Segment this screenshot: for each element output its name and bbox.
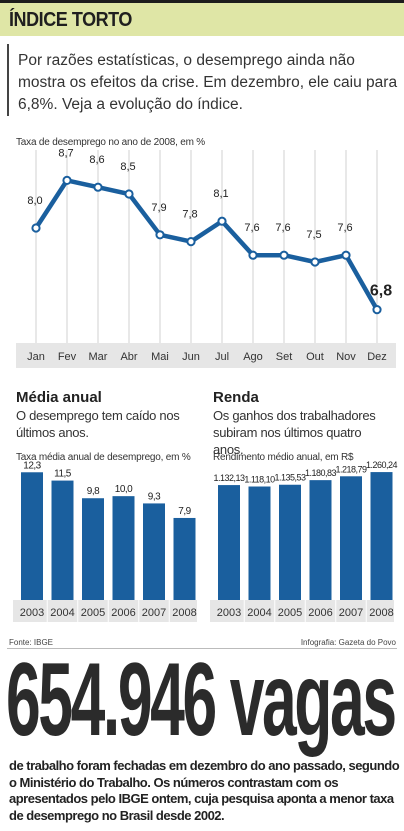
bar (370, 472, 393, 600)
data-label: 8,5 (120, 161, 135, 173)
data-label: 7,6 (275, 222, 290, 234)
intro-text: Por razões estatísticas, o desemprego ai… (18, 52, 398, 113)
x-tick-label: 2003 (217, 607, 241, 619)
intro-rule (7, 44, 9, 116)
bar-chart-renda: 1.132,13 2003 1.118,10 2004 1.135,53 2005 1.18… (210, 460, 398, 622)
data-label: 8,7 (58, 147, 73, 159)
headline-text: de trabalho foram fechadas em dezembro d… (9, 758, 400, 823)
data-label: 9,8 (87, 486, 100, 497)
x-tick-label: 2006 (308, 607, 332, 619)
x-tick-label: 2005 (81, 607, 105, 619)
data-label: 7,6 (337, 222, 352, 234)
line-chart-title: Taxa de desemprego no ano de 2008, em % (16, 137, 206, 148)
data-label: 10,0 (115, 484, 133, 495)
data-label: 1.135,53 (274, 473, 306, 483)
x-tick-label: Abr (120, 351, 137, 363)
source-note: Fonte: IBGE (9, 638, 54, 647)
x-tick-label: Mar (89, 351, 108, 363)
data-label: 1.260,24 (366, 460, 398, 470)
data-label: 7,5 (306, 229, 321, 241)
bar (21, 472, 43, 600)
data-label: 8,0 (27, 195, 42, 207)
data-point (62, 175, 72, 186)
bar (340, 476, 362, 600)
x-tick-label: Jul (215, 351, 229, 363)
bar (173, 517, 196, 600)
data-label: 11,5 (54, 469, 72, 480)
data-label: 9,3 (148, 491, 161, 502)
x-tick-label: 2005 (278, 607, 302, 619)
x-tick-label: 2008 (369, 607, 393, 619)
x-tick-label: Mai (151, 351, 169, 363)
data-label: 8,6 (89, 154, 104, 166)
x-tick-label: Ago (243, 351, 263, 363)
data-point (155, 230, 165, 240)
bar (51, 480, 74, 600)
media-anual-desc: O desemprego tem caído nos últimos anos. (16, 408, 180, 440)
data-label: 1.132,13 (213, 473, 245, 483)
data-point (217, 216, 227, 226)
data-point (341, 250, 351, 260)
renda-title: Renda (213, 389, 259, 406)
data-point (93, 182, 103, 192)
data-label: 8,1 (213, 188, 228, 200)
x-axis-band (13, 600, 197, 622)
bar (143, 503, 165, 600)
data-label: 7,9 (151, 202, 166, 214)
credit-note: Infografia: Gazeta do Povo (300, 638, 396, 647)
x-tick-label: Fev (58, 351, 77, 363)
data-label: 1.180,83 (305, 468, 337, 478)
media-anual-title: Média anual (16, 389, 102, 406)
x-tick-label: 2004 (247, 607, 271, 619)
x-axis-band (210, 600, 394, 622)
data-point (279, 250, 289, 260)
data-label: 1.118,10 (244, 475, 275, 485)
line-chart: Jan Fev Mar Abr Mai Jun Jul Ago Set Out Nov Dez 8,0 8… (16, 147, 396, 368)
x-tick-label: Jan (27, 351, 45, 363)
bar (248, 486, 271, 600)
data-label: 6,8 (370, 283, 392, 300)
data-label: 7,6 (244, 222, 259, 234)
data-point (124, 189, 134, 199)
data-point (372, 305, 382, 315)
x-tick-label: 2007 (142, 607, 166, 619)
bar (218, 485, 240, 600)
bar (82, 498, 104, 600)
data-point (248, 250, 258, 260)
page-title: ÍNDICE TORTO (9, 9, 132, 31)
x-tick-label: 2008 (172, 607, 196, 619)
x-tick-label: 2004 (50, 607, 74, 619)
x-tick-label: 2007 (339, 607, 363, 619)
bar-chart-2-title: Rendimento médio anual, em R$ (213, 452, 354, 463)
x-tick-label: Nov (336, 351, 356, 363)
bar-chart-media-anual: 12,3 2003 11,5 2004 9,8 2005 10,0 2006 9,3 2007 7,… (13, 460, 197, 622)
data-label: 7,8 (182, 209, 197, 221)
x-tick-label: Jun (182, 351, 200, 363)
divider (7, 648, 397, 649)
data-label: 1.218,79 (335, 464, 367, 474)
data-point (310, 257, 320, 267)
data-point (186, 237, 196, 247)
x-axis-band (16, 343, 396, 368)
x-tick-label: 2006 (111, 607, 135, 619)
x-tick-label: 2003 (20, 607, 44, 619)
header-bar: ÍNDICE TORTO (0, 0, 404, 36)
x-tick-label: Out (306, 351, 324, 363)
data-point (31, 223, 41, 233)
bar-chart-1-title: Taxa média anual de desemprego, em % (16, 452, 191, 463)
data-label: 7,9 (178, 506, 191, 517)
bar (279, 484, 301, 600)
data-label: 12,3 (23, 460, 41, 471)
bar (309, 480, 332, 600)
renda-desc: Os ganhos dos trabalhadores subiram nos … (213, 408, 376, 457)
bar (112, 496, 135, 600)
x-tick-label: Dez (367, 351, 387, 363)
series-line (34, 178, 379, 311)
headline-number: 654.946 vagas (6, 642, 397, 758)
x-tick-label: Set (276, 351, 293, 363)
